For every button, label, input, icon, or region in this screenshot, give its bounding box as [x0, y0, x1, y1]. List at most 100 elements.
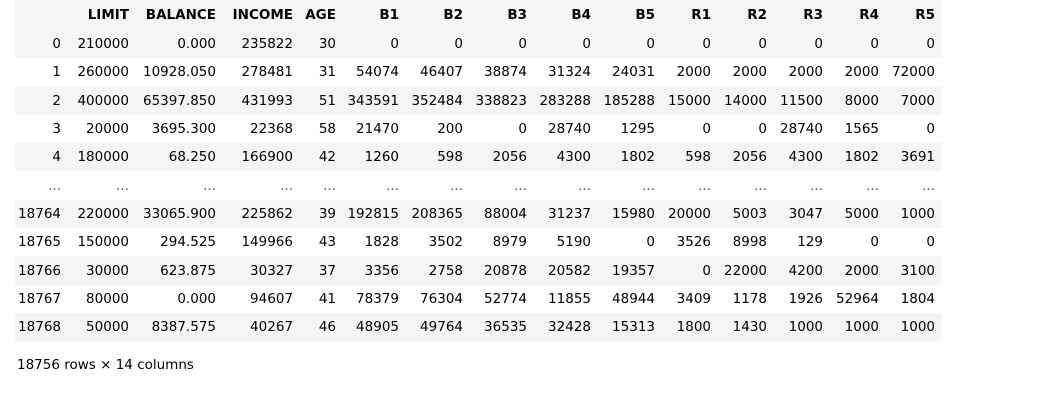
table-cell: 2000	[788, 64, 823, 81]
table-cell: 20878	[484, 262, 527, 279]
table-cell: 0	[390, 36, 399, 53]
table-cell: 28740	[548, 121, 591, 138]
table-cell: 0	[454, 36, 463, 53]
table-cell: 11855	[548, 290, 591, 307]
column-header-b3: B3	[507, 7, 527, 23]
table-cell: ...	[810, 177, 823, 194]
table-cell: 210000	[77, 36, 129, 53]
table-row: 1 260000 10928.050 278481 31 54074 46407 38874 3…	[15, 58, 942, 87]
table-cell: 15000	[668, 92, 711, 109]
table-cell: 0.000	[177, 290, 216, 307]
dataframe-shape-label: 18756 rows × 14 columns	[17, 357, 194, 373]
table-cell: 50000	[86, 319, 129, 336]
table-cell: 185288	[603, 92, 655, 109]
table-cell: 0	[582, 36, 591, 53]
table-cell: 8387.575	[151, 319, 216, 336]
table-cell: ...	[754, 177, 767, 194]
row-index: 18765	[18, 234, 61, 251]
table-cell: 15980	[612, 205, 655, 222]
table-cell: 283288	[539, 92, 591, 109]
table-cell: 0	[926, 234, 935, 251]
table-cell: 2000	[844, 64, 879, 81]
row-index: 1	[52, 64, 61, 81]
table-cell: 0	[814, 36, 823, 53]
table-row: 18764 220000 33065.900 225862 39 192815 208365…	[15, 199, 942, 229]
row-index: ...	[48, 177, 61, 194]
table-cell: 2000	[844, 262, 879, 279]
table-cell: 3047	[788, 205, 823, 222]
table-cell: 1926	[788, 290, 823, 307]
table-cell: 4300	[556, 149, 591, 166]
table-cell: 5003	[732, 205, 767, 222]
table-row: 4 180000 68.250 166900 42 1260 598 2056 4300 1802…	[15, 143, 942, 172]
table-cell: 1000	[788, 319, 823, 336]
table-cell: 65397.850	[142, 92, 216, 109]
table-cell: 0	[646, 36, 655, 53]
table-cell: 0	[646, 234, 655, 251]
table-cell: 76304	[420, 290, 463, 307]
table-cell: 43	[318, 234, 336, 251]
table-cell: 32428	[548, 319, 591, 336]
table-cell: 208365	[411, 205, 463, 222]
table-cell: 1000	[900, 319, 935, 336]
table-cell: 225862	[241, 205, 293, 222]
table-cell: 8000	[844, 92, 879, 109]
table-cell: ...	[514, 177, 527, 194]
table-cell: 278481	[241, 64, 293, 81]
table-cell: 3691	[900, 149, 935, 166]
table-cell: 3100	[900, 262, 935, 279]
table-cell: 5000	[844, 205, 879, 222]
table-cell: 22000	[724, 262, 767, 279]
table-cell: 5190	[556, 234, 591, 251]
table-cell: ...	[642, 177, 655, 194]
row-index: 0	[52, 36, 61, 53]
table-cell: 294.525	[160, 234, 216, 251]
table-cell: ...	[116, 177, 129, 194]
table-cell: 235822	[241, 36, 293, 53]
table-cell: ...	[922, 177, 935, 194]
table-cell: 0	[758, 121, 767, 138]
table-cell: 400000	[77, 92, 129, 109]
table-cell: ...	[280, 177, 293, 194]
table-cell: 20000	[668, 205, 711, 222]
table-cell: ...	[323, 177, 336, 194]
table-row: 18768 50000 8387.575 40267 46 48905 49764 36535…	[15, 312, 942, 342]
table-cell: 58	[318, 121, 336, 138]
table-cell: 78379	[356, 290, 399, 307]
table-cell: 1565	[844, 121, 879, 138]
table-cell: 38874	[484, 64, 527, 81]
table-cell: ...	[578, 177, 591, 194]
table-cell: 36535	[484, 319, 527, 336]
table-cell: 52774	[484, 290, 527, 307]
table-cell: 20582	[548, 262, 591, 279]
table-cell: 3526	[676, 234, 711, 251]
index-header	[15, 0, 68, 30]
table-cell: 260000	[77, 64, 129, 81]
column-header-b4: B4	[571, 7, 591, 23]
table-cell: 46	[318, 319, 336, 336]
table-cell: 14000	[724, 92, 767, 109]
table-cell: 0	[702, 121, 711, 138]
table-cell: ...	[450, 177, 463, 194]
column-header-age: AGE	[305, 7, 336, 23]
column-header-r3: R3	[803, 7, 823, 23]
table-cell: 30000	[86, 262, 129, 279]
table-cell: 72000	[892, 64, 935, 81]
table-cell: 338823	[475, 92, 527, 109]
table-cell: 598	[685, 149, 711, 166]
table-cell: ...	[386, 177, 399, 194]
table-cell: 0.000	[177, 36, 216, 53]
table-body: 0 210000 0.000 235822 30 0 0 0 0 0 0 0 0 0 0 1 260000 109…	[15, 30, 942, 342]
table-cell: ...	[866, 177, 879, 194]
table-cell: 37	[318, 262, 336, 279]
table-cell: 42	[318, 149, 336, 166]
table-cell: 3356	[364, 262, 399, 279]
column-header-r4: R4	[859, 7, 879, 23]
table-cell: 1178	[732, 290, 767, 307]
table-cell: 80000	[86, 290, 129, 307]
row-index: 18766	[18, 262, 61, 279]
table-cell: 598	[437, 149, 463, 166]
table-cell: 1295	[620, 121, 655, 138]
table-row: 3 20000 3695.300 22368 58 21470 200 0 28740 1295 0…	[15, 114, 942, 144]
